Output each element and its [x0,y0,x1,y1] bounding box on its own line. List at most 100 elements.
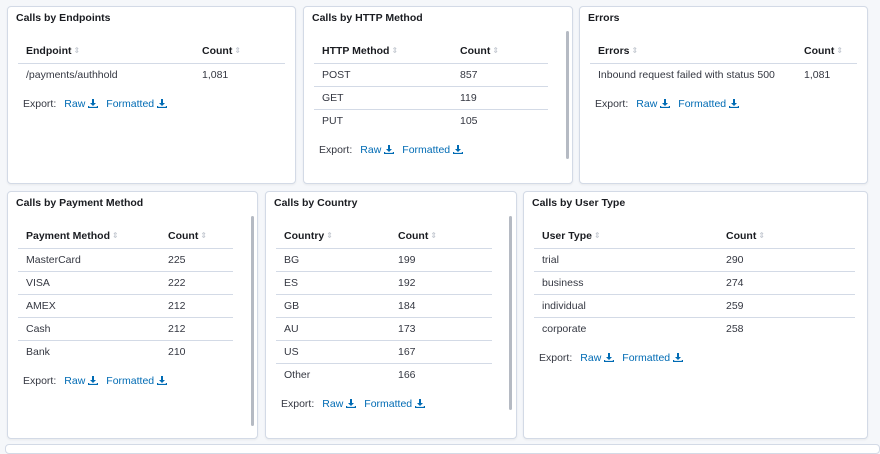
table-cell[interactable]: Other [284,369,311,381]
export-formatted-label: Formatted [106,98,155,110]
export-formatted-link[interactable]: Formatted [364,398,426,410]
export-formatted-link[interactable]: Formatted [678,98,740,110]
column-header-label: User Type [542,230,592,242]
column-header-label: Count [398,230,429,242]
table-row: business 274 [534,271,855,295]
table-cell[interactable]: 199 [390,248,492,272]
export-label: Export: [23,375,57,387]
table-cell[interactable]: 173 [390,317,492,341]
table-cell[interactable]: BG [276,248,390,272]
export-raw-label: Raw [64,98,86,110]
table-cell[interactable]: Bank [26,346,50,358]
column-header[interactable]: Count ⇕ [194,39,285,64]
export-label: Export: [595,98,629,110]
export-formatted-link[interactable]: Formatted [622,352,684,364]
table-cell[interactable]: GET [314,86,452,110]
table-cell[interactable]: AMEX [18,294,160,318]
column-header[interactable]: HTTP Method ⇕ [314,39,452,64]
scrollbar[interactable] [251,216,254,426]
table-cell[interactable]: corporate [542,323,587,335]
table-row: PUT 105 [314,110,548,133]
column-header[interactable]: Count ⇕ [452,39,548,64]
table-cell[interactable]: 105 [460,115,478,127]
export-formatted-link[interactable]: Formatted [106,375,168,387]
panel-title: Calls by HTTP Method [312,12,423,24]
export-formatted-label: Formatted [364,398,413,410]
table-cell[interactable]: 274 [718,271,855,295]
table-cell[interactable]: 184 [390,294,492,318]
table-cell[interactable]: trial [534,248,718,272]
sort-icon: ⇕ [200,231,208,240]
table-row: AMEX 212 [18,294,233,318]
export-raw-link[interactable]: Raw [322,398,357,410]
table-cell[interactable]: 222 [160,271,233,295]
table-cell[interactable]: MasterCard [18,248,160,272]
download-icon [729,99,740,108]
export-raw-link[interactable]: Raw [360,144,395,156]
export-raw-link[interactable]: Raw [64,98,99,110]
sort-icon: ⇕ [836,46,844,55]
export-label: Export: [281,398,315,410]
panel-calls-by-payment-method: Calls by Payment Method Payment Method ⇕ C… [7,191,258,439]
column-header[interactable]: Errors ⇕ [590,39,796,64]
export-bar: Export: Raw Formatted [18,375,233,387]
column-header[interactable]: User Type ⇕ [534,224,718,249]
table-cell[interactable]: 259 [718,294,855,318]
column-header-label: Count [726,230,757,242]
export-raw-link[interactable]: Raw [636,98,671,110]
table-cell[interactable]: ES [276,271,390,295]
table-cell[interactable]: 167 [390,340,492,364]
table-cell[interactable]: 192 [390,271,492,295]
export-formatted-link[interactable]: Formatted [106,98,168,110]
table-cell[interactable]: PUT [322,115,343,127]
table-cell[interactable]: Cash [18,317,160,341]
column-header[interactable]: Endpoint ⇕ [18,39,194,64]
table-cell[interactable]: 290 [718,248,855,272]
column-header-label: Errors [598,45,630,57]
table-row: Cash 212 [18,317,233,341]
download-icon [415,399,426,408]
column-header[interactable]: Count ⇕ [718,224,855,249]
scrollbar[interactable] [509,216,512,410]
column-header-label: Count [804,45,835,57]
table-cell[interactable]: GB [276,294,390,318]
table-cell[interactable]: POST [314,63,452,87]
export-label: Export: [23,98,57,110]
column-header[interactable]: Count ⇕ [390,224,492,249]
table-cell[interactable]: 857 [452,63,548,87]
export-raw-link[interactable]: Raw [580,352,615,364]
column-header[interactable]: Payment Method ⇕ [18,224,160,249]
table-cell[interactable]: 212 [160,294,233,318]
column-header[interactable]: Count ⇕ [796,39,857,64]
download-icon [88,376,99,385]
export-bar: Export: Raw Formatted [18,98,285,110]
scrollbar[interactable] [566,31,569,159]
column-header[interactable]: Count ⇕ [160,224,233,249]
table-cell[interactable]: /payments/authhold [26,69,118,81]
data-table: Errors ⇕ Count ⇕ Inbound request failed with… [590,39,857,86]
download-icon [604,353,615,362]
sort-icon: ⇕ [234,46,242,55]
table-cell[interactable]: 258 [726,323,744,335]
download-icon [346,399,357,408]
table-cell[interactable]: 225 [160,248,233,272]
table-cell[interactable]: US [276,340,390,364]
table-cell[interactable]: 119 [452,86,548,110]
table-cell[interactable]: business [534,271,718,295]
export-raw-link[interactable]: Raw [64,375,99,387]
export-raw-label: Raw [580,352,602,364]
download-icon [384,145,395,154]
table-cell[interactable]: 210 [168,346,186,358]
table-cell[interactable]: VISA [18,271,160,295]
table-row: MasterCard 225 [18,248,233,272]
table-cell[interactable]: individual [534,294,718,318]
table-cell[interactable]: 166 [398,369,416,381]
sort-icon: ⇕ [758,231,766,240]
table-cell[interactable]: Inbound request failed with status 500 [598,69,775,81]
table-cell[interactable]: 212 [160,317,233,341]
column-header[interactable]: Country ⇕ [276,224,390,249]
table-cell[interactable]: 1,081 [804,69,831,81]
export-formatted-link[interactable]: Formatted [402,144,464,156]
table-cell[interactable]: 1,081 [202,69,229,81]
table-cell[interactable]: AU [276,317,390,341]
